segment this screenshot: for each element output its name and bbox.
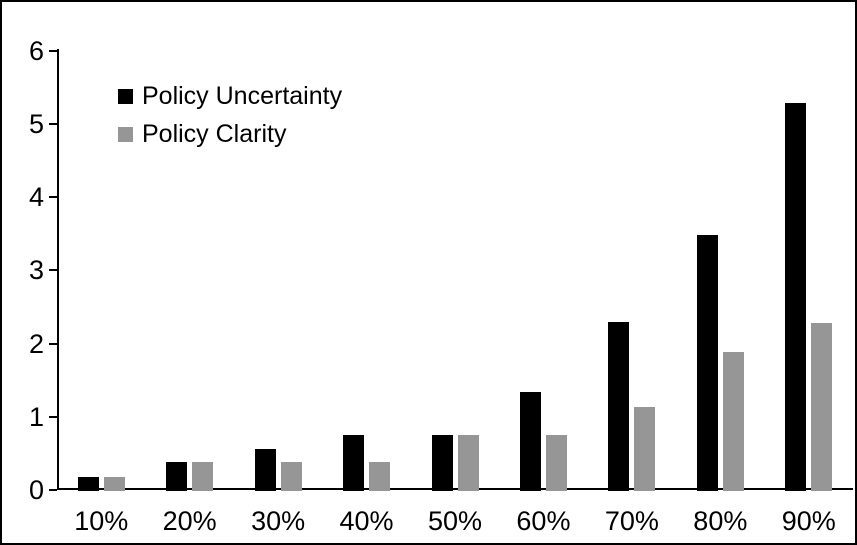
y-axis-tick (49, 196, 57, 199)
y-axis-tick-label: 2 (28, 328, 44, 359)
bar-policy-clarity-30 (280, 462, 302, 491)
bar-policy-clarity-20 (192, 462, 214, 491)
bar-policy-uncertainty-50 (431, 434, 453, 491)
y-axis-tick (49, 415, 57, 418)
legend-item-policy-uncertainty: Policy Uncertainty (118, 82, 342, 110)
x-axis-category-label: 20% (162, 506, 217, 536)
legend-swatch-policy-clarity (118, 126, 133, 142)
legend-label-policy-clarity: Policy Clarity (142, 119, 287, 148)
legend-swatch-policy-uncertainty (118, 88, 133, 104)
y-axis-tick-label: 6 (28, 35, 44, 66)
bar-policy-uncertainty-40 (343, 434, 365, 491)
bar-policy-uncertainty-30 (254, 449, 276, 491)
y-axis-tick-label: 5 (28, 109, 44, 140)
bar-policy-clarity-70 (634, 406, 656, 491)
y-axis-tick (49, 123, 57, 126)
legend-label-policy-uncertainty: Policy Uncertainty (142, 81, 343, 110)
bar-policy-uncertainty-20 (166, 462, 188, 491)
y-axis-tick (49, 489, 57, 491)
bar-policy-clarity-60 (545, 434, 567, 491)
y-axis-line (57, 49, 59, 490)
bar-policy-clarity-40 (369, 462, 391, 491)
bar-policy-clarity-90 (811, 322, 833, 491)
y-axis-tick (49, 269, 57, 272)
x-axis-category-label: 30% (251, 506, 306, 536)
bar-policy-uncertainty-70 (608, 321, 630, 491)
x-axis-category-label: 90% (781, 506, 836, 536)
y-axis-tick-label: 0 (28, 475, 44, 505)
legend: Policy Uncertainty Policy Clarity (118, 82, 342, 148)
x-axis-category-label: 40% (339, 506, 394, 536)
y-axis-tick-label: 3 (28, 255, 44, 286)
x-axis-category-label: 50% (427, 506, 483, 536)
bar-policy-uncertainty-60 (519, 392, 541, 491)
x-axis-category-label: 80% (693, 506, 748, 536)
y-axis-tick-label: 4 (28, 182, 44, 213)
bar-policy-clarity-50 (457, 434, 479, 491)
x-axis-line (57, 488, 853, 490)
x-axis-category-label: 60% (516, 506, 571, 536)
y-axis-tick-label: 1 (28, 401, 44, 432)
y-axis-tick (49, 342, 57, 345)
bar-policy-clarity-80 (722, 351, 744, 491)
bar-policy-uncertainty-10 (77, 477, 99, 491)
y-axis-tick (49, 49, 57, 52)
bar-policy-uncertainty-90 (785, 103, 807, 491)
legend-item-policy-clarity: Policy Clarity (118, 120, 342, 148)
x-axis-category-label: 10% (74, 506, 129, 536)
bar-policy-clarity-10 (103, 477, 125, 491)
x-axis-category-label: 70% (604, 506, 659, 536)
bar-policy-uncertainty-80 (696, 234, 718, 491)
